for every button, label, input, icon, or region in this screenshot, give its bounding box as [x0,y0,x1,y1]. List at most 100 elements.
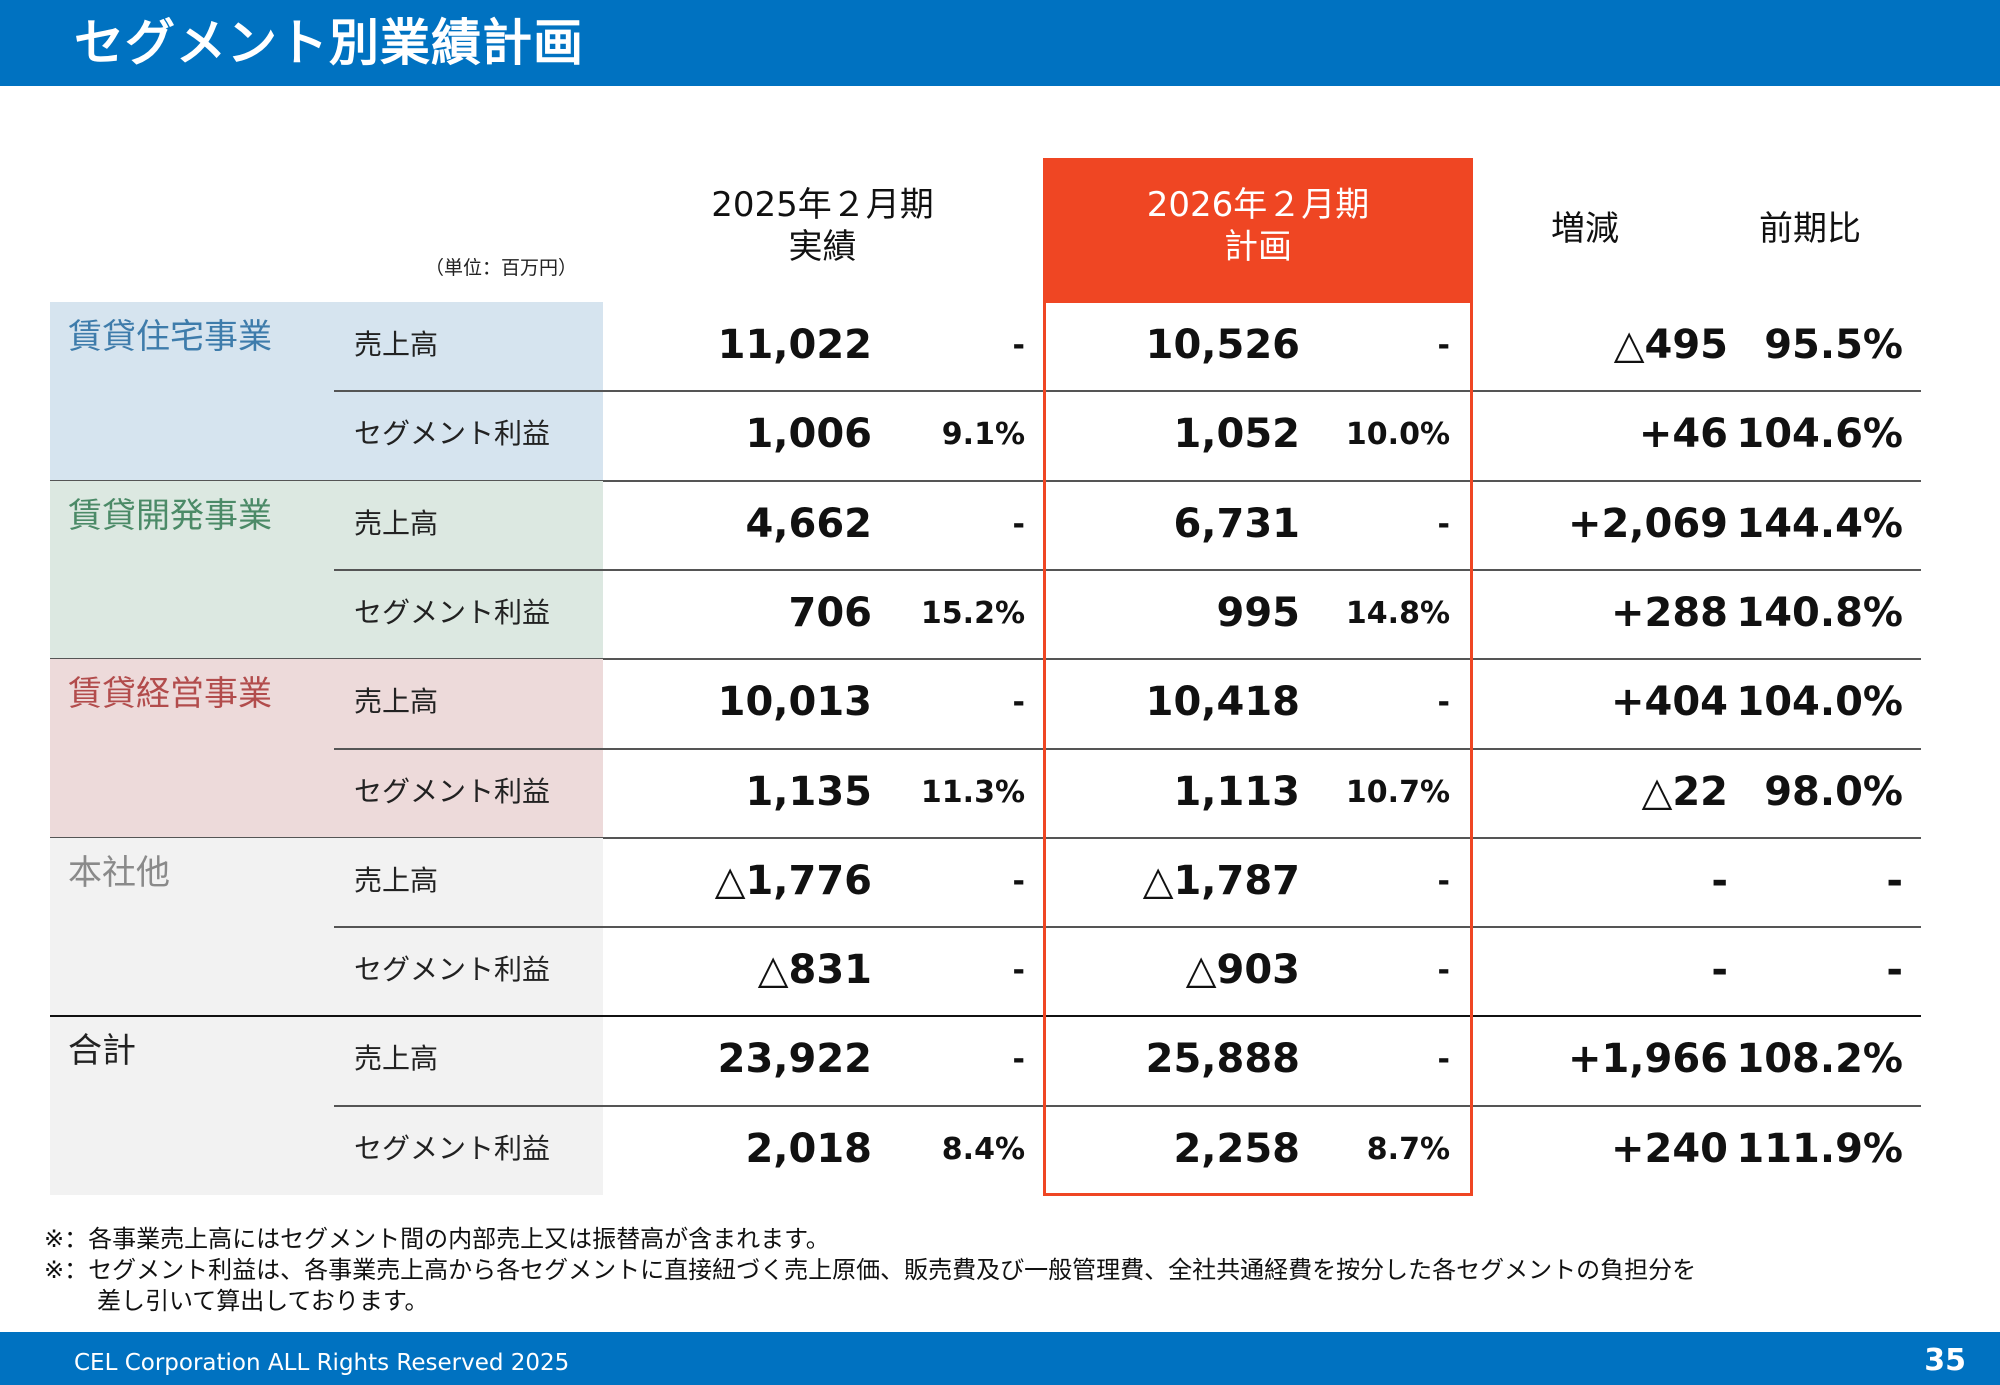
plan-value: 10,418 [1145,679,1300,726]
ratio-value: - [1886,857,1903,904]
prev-actual-rate: - [1012,328,1025,363]
metric-label: セグメント利益 [354,1131,551,1165]
row-divider [334,390,1921,393]
table-row: セグメント利益 △831 - △903 - - - [50,927,1921,1016]
column-header-prev-line2: 実績 [788,227,857,267]
plan-header-highlight [1043,158,1473,303]
table-row: セグメント利益 2,018 8.4% 2,258 8.7% +240 111.9% [50,1106,1921,1195]
metric-label: 売上高 [354,506,439,540]
plan-value: 25,888 [1145,1036,1300,1083]
plan-rate: 14.8% [1345,595,1450,631]
metric-label: 売上高 [354,863,439,897]
footnotes: ※：各事業売上高にはセグメント間の内部売上又は振替高が含まれます。 ※：セグメン… [44,1224,1696,1317]
table-row: 売上高 10,013 - 10,418 - +404 104.0% [50,659,1921,748]
ratio-value: 104.0% [1736,679,1903,726]
prev-actual-rate: - [1012,1042,1025,1078]
footnote-1: ※：各事業売上高にはセグメント間の内部売上又は振替高が含まれます。 [44,1225,830,1253]
footer-bar [0,1332,2000,1385]
prev-actual-rate: 9.1% [941,417,1025,453]
prev-actual-rate: - [1012,685,1025,721]
change-value: - [1711,947,1728,994]
plan-value: 1,052 [1173,411,1300,458]
plan-rate: - [1437,863,1450,899]
column-header-plan-line2: 計画 [1224,227,1292,267]
segment-name: 本社他 [68,852,170,893]
change-value: △22 [1641,768,1728,815]
segment-divider [50,479,1921,482]
plan-rate: - [1437,328,1450,363]
change-value: +46 [1638,411,1728,458]
prev-actual-value: 4,662 [745,500,872,547]
plan-value: 2,258 [1173,1125,1300,1172]
footnote-2-continued: 差し引いて算出しております。 [97,1287,429,1315]
change-value: +404 [1610,679,1728,726]
ratio-value: 111.9% [1736,1125,1903,1172]
ratio-value: 104.6% [1736,411,1903,458]
metric-label: セグメント利益 [354,417,551,451]
metric-label: 売上高 [354,685,439,719]
column-header-plan: 2026年２月期 計画 [1043,184,1473,268]
prev-actual-rate: - [1012,506,1025,542]
segment-divider [50,836,1921,839]
change-value: - [1711,857,1728,904]
segment-divider [50,658,1921,661]
ratio-value: 140.8% [1736,589,1903,636]
prev-actual-value: △1,776 [714,857,872,904]
plan-rate: - [1437,1042,1450,1078]
row-divider [334,1104,1921,1107]
segment-name: 賃貸経営事業 [68,674,272,715]
ratio-value: 95.5% [1764,322,1903,368]
ratio-value: - [1886,947,1903,994]
row-divider [334,568,1921,571]
plan-value: 1,113 [1173,768,1300,815]
prev-actual-rate: 11.3% [920,774,1025,810]
footnote-2: ※：セグメント利益は、各事業売上高から各セグメントに直接紐づく売上原価、販売費及… [44,1256,1697,1284]
prev-actual-rate: - [1012,953,1025,989]
column-header-plan-line1: 2026年２月期 [1146,185,1370,225]
footer-copyright: CEL Corporation ALL Rights Reserved 2025 [74,1350,570,1376]
table-row: 売上高 23,922 - 25,888 - +1,966 108.2% [50,1016,1921,1105]
plan-value: 6,731 [1173,500,1300,547]
prev-actual-value: 11,022 [717,322,872,368]
metric-label: セグメント利益 [354,953,551,987]
row-divider [334,926,1921,929]
prev-actual-value: 706 [788,589,873,636]
plan-value: △903 [1185,947,1300,994]
page-number: 35 [1924,1343,1966,1378]
prev-actual-value: 10,013 [717,679,872,726]
row-divider [334,747,1921,750]
prev-actual-rate: - [1012,863,1025,899]
metric-label: 売上高 [354,1042,439,1076]
column-header-prev-actual: 2025年２月期 実績 [655,184,990,268]
segment-block: 本社他 [50,837,603,1017]
prev-actual-value: 23,922 [717,1036,872,1083]
ratio-value: 108.2% [1736,1036,1903,1083]
ratio-value: 98.0% [1764,768,1903,815]
plan-rate: 8.7% [1366,1131,1450,1167]
prev-actual-value: 1,006 [745,411,872,458]
table-row: 売上高 4,662 - 6,731 - +2,069 144.4% [50,481,1921,570]
change-value: +288 [1610,589,1728,636]
table-row: 売上高 △1,776 - △1,787 - - - [50,838,1921,927]
column-header-change: 増減 [1551,209,1619,249]
segment-name: 賃貸開発事業 [68,495,272,536]
page-title: セグメント別業績計画 [74,14,584,72]
prev-actual-rate: 8.4% [941,1131,1025,1167]
column-header-ratio: 前期比 [1759,209,1861,249]
plan-rate: - [1437,506,1450,542]
plan-rate: 10.0% [1345,417,1450,453]
table-row: セグメント利益 706 15.2% 995 14.8% +288 140.8% [50,570,1921,659]
table-row: セグメント利益 1,006 9.1% 1,052 10.0% +46 104.6% [50,391,1921,480]
column-header-prev-line1: 2025年２月期 [711,185,934,225]
segment-name: 合計 [68,1031,136,1072]
table-row: 売上高 11,022 - 10,526 - △495 95.5% [50,302,1921,391]
total-divider [50,1015,1921,1018]
plan-value: 10,526 [1145,322,1300,368]
metric-label: 売上高 [354,328,439,361]
segment-name: 賃貸住宅事業 [68,317,272,357]
prev-actual-value: 2,018 [745,1125,872,1172]
plan-value: 995 [1216,589,1301,636]
change-value: +2,069 [1567,500,1728,547]
table-row: セグメント利益 1,135 11.3% 1,113 10.7% △22 98.0% [50,749,1921,838]
metric-label: セグメント利益 [354,595,551,629]
